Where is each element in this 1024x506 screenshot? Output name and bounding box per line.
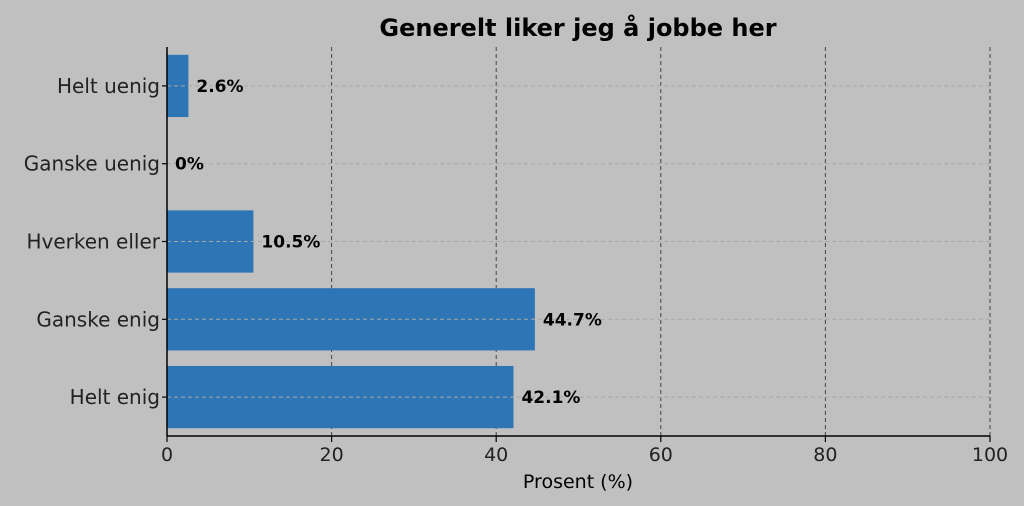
data-label: 0% — [175, 155, 204, 175]
x-tick-label: 100 — [972, 444, 1008, 466]
y-tick-label: Ganske uenig — [24, 152, 160, 176]
y-tick-label: Helt uenig — [57, 74, 160, 98]
x-tick-label: 60 — [649, 444, 673, 466]
y-tick-label: Helt enig — [70, 385, 160, 409]
x-tick-label: 80 — [813, 444, 837, 466]
data-label: 42.1% — [521, 388, 580, 408]
x-tick-label: 20 — [320, 444, 344, 466]
axis-layer: Helt uenig Ganske uenig Hverken eller Gansk… — [24, 47, 1008, 466]
y-tick-label: Hverken eller — [26, 230, 160, 254]
chart-title: Generelt liker jeg å jobbe her — [379, 13, 776, 42]
data-label: 44.7% — [543, 310, 602, 330]
x-tick-label: 40 — [484, 444, 508, 466]
data-label-layer: 2.6% 0% 10.5% 44.7% 42.1% — [175, 77, 602, 408]
data-label: 2.6% — [196, 77, 243, 97]
y-tick-label: Ganske enig — [36, 307, 160, 331]
x-tick-label: 0 — [161, 444, 173, 466]
data-label: 10.5% — [261, 233, 320, 253]
x-axis-title: Prosent (%) — [523, 471, 633, 493]
